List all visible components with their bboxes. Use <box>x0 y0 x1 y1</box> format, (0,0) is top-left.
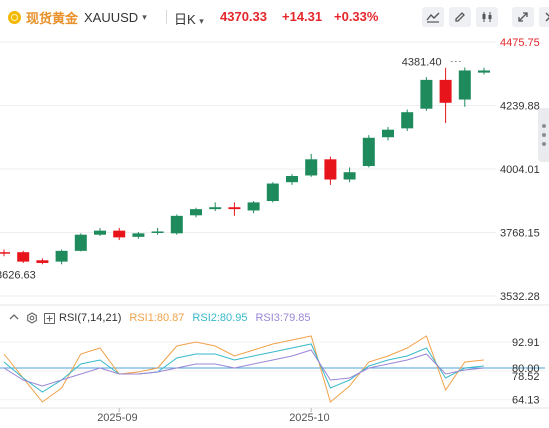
last-price: 4370.33 <box>220 9 267 24</box>
candle-body <box>266 183 279 202</box>
candle-body <box>362 137 375 167</box>
chart-settings-icon[interactable] <box>422 7 444 27</box>
period-chevron-icon: ▾ <box>199 16 204 26</box>
handle-dot <box>542 142 546 146</box>
candle-body <box>55 250 68 262</box>
candle-body <box>478 70 490 73</box>
symbol-code: XAUUSD <box>84 9 139 25</box>
candle-body <box>170 215 183 234</box>
candle-body <box>36 260 49 263</box>
close-icon[interactable] <box>539 7 549 27</box>
period-selector[interactable]: 日K ▾ <box>174 9 204 28</box>
candle-body <box>439 79 452 103</box>
collapse-icon[interactable] <box>8 312 20 324</box>
candle-body <box>343 172 356 180</box>
rsi-tick-label: 78.52 <box>512 371 540 383</box>
time-tick-label: 2025-09 <box>97 412 137 424</box>
candle-body <box>94 230 106 235</box>
candle-body <box>113 230 126 238</box>
candlestick-series <box>0 61 490 265</box>
rsi-series <box>3 335 485 403</box>
rsi-tick-label: 80.00 <box>512 363 540 375</box>
low-price-label: 3626.63 <box>0 269 36 281</box>
price-tick-label: 4475.75 <box>500 37 540 49</box>
rsi1-value: RSI1:80.87 <box>129 312 185 324</box>
high-price-label: 4381.40 <box>402 57 442 69</box>
symbol-name: 现货黄金 <box>26 10 79 26</box>
rsi2-line <box>3 343 485 393</box>
rsi3-line <box>3 349 485 387</box>
rsi2-value: RSI2:80.95 <box>192 312 248 324</box>
candle-body <box>17 252 30 262</box>
candle-body <box>209 207 222 210</box>
add-indicator-icon[interactable] <box>44 312 55 324</box>
header-divider <box>166 10 167 24</box>
rsi-grid <box>0 341 545 401</box>
period-label: 日K <box>174 12 196 27</box>
draw-icon[interactable] <box>449 7 471 27</box>
rsi-label: RSI(7,14,21) <box>59 312 122 324</box>
time-tick-label: 2025-10 <box>289 412 329 424</box>
chart-toolbar <box>422 7 549 27</box>
handle-dot <box>542 133 546 137</box>
price-change-percent: +0.33% <box>334 9 379 24</box>
rsi3-value: RSI3:79.85 <box>255 312 311 324</box>
candle-body <box>151 231 164 233</box>
price-tick-label: 4004.01 <box>500 164 540 176</box>
price-axis: 4475.75 4239.88 4004.01 3768.15 3532.28 <box>500 37 540 303</box>
symbol-selector[interactable]: 现货黄金 XAUUSD ▾ <box>8 8 147 26</box>
candle-body <box>190 209 202 216</box>
rsi-tick-label: 92.91 <box>512 337 540 349</box>
candle-body <box>305 159 318 176</box>
candle-body <box>228 207 241 210</box>
settings-gear-icon[interactable] <box>26 312 38 324</box>
candle-body <box>401 112 414 129</box>
gold-coin-icon <box>8 10 21 24</box>
handle-dot <box>542 124 546 128</box>
candle-body <box>286 176 298 183</box>
time-axis: 2025-09 2025-10 <box>0 407 549 424</box>
candle-body <box>0 252 10 254</box>
price-change: +14.31 <box>282 9 323 24</box>
price-tick-label: 3532.28 <box>500 291 540 303</box>
candle-style-icon[interactable] <box>476 7 498 27</box>
rsi-header: RSI(7,14,21) RSI1:80.87 RSI2:80.95 RSI3:… <box>8 311 311 325</box>
price-tick-label: 4239.88 <box>500 101 540 113</box>
price-tick-label: 3768.15 <box>500 227 540 239</box>
candle-body <box>420 79 433 109</box>
candle-body <box>458 70 471 100</box>
side-panel-handle[interactable] <box>538 108 549 162</box>
price-grid <box>0 41 549 306</box>
candle-body <box>247 202 260 211</box>
candle-body <box>132 233 145 237</box>
rsi1-line <box>3 335 485 403</box>
chart-header: 现货黄金 XAUUSD ▾ 日K ▾ 4370.33 +14.31 +0.33% <box>0 0 549 34</box>
rsi-tick-label: 64.13 <box>512 395 540 407</box>
expand-icon[interactable] <box>512 7 534 27</box>
candle-body <box>74 234 87 251</box>
candle-body <box>382 129 394 138</box>
candle-body <box>324 159 337 180</box>
chevron-down-icon: ▾ <box>142 11 147 22</box>
